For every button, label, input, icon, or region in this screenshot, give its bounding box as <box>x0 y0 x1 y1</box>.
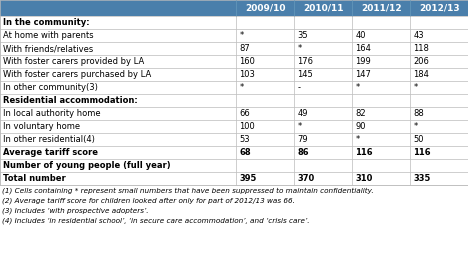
Text: *: * <box>239 31 243 40</box>
Text: 66: 66 <box>239 109 250 118</box>
Text: 53: 53 <box>239 135 250 144</box>
Text: 310: 310 <box>355 174 373 183</box>
Bar <box>0 107 468 120</box>
Bar <box>0 68 468 81</box>
Text: 88: 88 <box>413 109 424 118</box>
Bar <box>0 81 468 94</box>
Text: In the community:: In the community: <box>3 18 90 27</box>
Text: -: - <box>297 83 300 92</box>
Text: *: * <box>355 83 359 92</box>
Text: 395: 395 <box>239 174 257 183</box>
Text: In voluntary home: In voluntary home <box>3 122 80 131</box>
Bar <box>0 0 468 16</box>
Text: 100: 100 <box>239 122 255 131</box>
Text: *: * <box>297 122 301 131</box>
Bar <box>0 16 468 29</box>
Bar <box>0 133 468 146</box>
Text: 50: 50 <box>413 135 424 144</box>
Bar <box>0 29 468 42</box>
Text: 68: 68 <box>239 148 251 157</box>
Text: 2012/13: 2012/13 <box>419 3 460 13</box>
Text: Number of young people (full year): Number of young people (full year) <box>3 161 171 170</box>
Text: 2009/10: 2009/10 <box>245 3 285 13</box>
Text: With foster carers provided by LA: With foster carers provided by LA <box>3 57 144 66</box>
Bar <box>0 94 468 107</box>
Text: 184: 184 <box>413 70 429 79</box>
Text: 206: 206 <box>413 57 429 66</box>
Text: 335: 335 <box>413 174 431 183</box>
Text: *: * <box>297 44 301 53</box>
Text: 87: 87 <box>239 44 250 53</box>
Text: 176: 176 <box>297 57 314 66</box>
Text: At home with parents: At home with parents <box>3 31 94 40</box>
Text: *: * <box>413 122 417 131</box>
Text: (2) Average tariff score for children looked after only for part of 2012/13 was : (2) Average tariff score for children lo… <box>2 198 295 204</box>
Text: 116: 116 <box>413 148 431 157</box>
Text: (3) Includes ‘with prospective adopters’.: (3) Includes ‘with prospective adopters’… <box>2 208 148 214</box>
Bar <box>0 146 468 159</box>
Text: *: * <box>239 83 243 92</box>
Text: (1) Cells containing * represent small numbers that have been suppressed to main: (1) Cells containing * represent small n… <box>2 188 373 194</box>
Text: Residential accommodation:: Residential accommodation: <box>3 96 138 105</box>
Text: With friends/relatives: With friends/relatives <box>3 44 93 53</box>
Text: In other community(3): In other community(3) <box>3 83 98 92</box>
Bar <box>0 120 468 133</box>
Bar <box>0 172 468 185</box>
Text: 164: 164 <box>355 44 371 53</box>
Text: 147: 147 <box>355 70 371 79</box>
Text: 2010/11: 2010/11 <box>303 3 344 13</box>
Text: 160: 160 <box>239 57 255 66</box>
Text: Average tariff score: Average tariff score <box>3 148 98 157</box>
Text: 118: 118 <box>413 44 429 53</box>
Bar <box>0 159 468 172</box>
Text: With foster carers purchased by LA: With foster carers purchased by LA <box>3 70 151 79</box>
Text: 82: 82 <box>355 109 366 118</box>
Text: *: * <box>413 83 417 92</box>
Text: Total number: Total number <box>3 174 66 183</box>
Text: 86: 86 <box>297 148 309 157</box>
Text: 2011/12: 2011/12 <box>361 3 402 13</box>
Text: 199: 199 <box>355 57 371 66</box>
Text: 145: 145 <box>297 70 313 79</box>
Text: (4) Includes ‘in residential school’, ‘in secure care accommodation’, and ‘crisi: (4) Includes ‘in residential school’, ‘i… <box>2 218 309 224</box>
Text: 35: 35 <box>297 31 308 40</box>
Text: 116: 116 <box>355 148 373 157</box>
Text: 79: 79 <box>297 135 308 144</box>
Text: 103: 103 <box>239 70 255 79</box>
Text: 49: 49 <box>297 109 308 118</box>
Text: 43: 43 <box>413 31 424 40</box>
Text: 370: 370 <box>297 174 314 183</box>
Text: In local authority home: In local authority home <box>3 109 101 118</box>
Text: *: * <box>355 135 359 144</box>
Bar <box>0 42 468 55</box>
Text: 90: 90 <box>355 122 366 131</box>
Text: 40: 40 <box>355 31 366 40</box>
Text: In other residential(4): In other residential(4) <box>3 135 95 144</box>
Bar <box>0 55 468 68</box>
